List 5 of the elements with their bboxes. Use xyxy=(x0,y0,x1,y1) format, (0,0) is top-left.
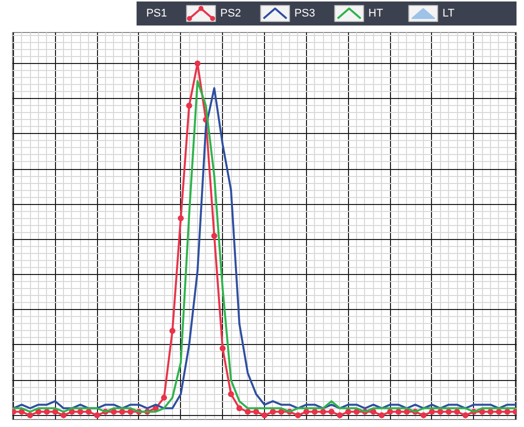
legend-label: HT xyxy=(368,8,384,20)
legend-label: LT xyxy=(442,8,455,20)
text: PS1 xyxy=(146,8,167,20)
legend-label: PS2 xyxy=(220,8,242,20)
legend-label: PS3 xyxy=(294,8,316,20)
